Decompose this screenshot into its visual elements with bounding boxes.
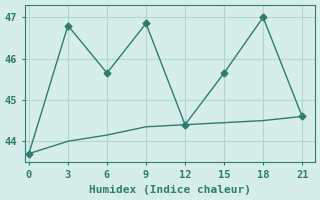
X-axis label: Humidex (Indice chaleur): Humidex (Indice chaleur) [89, 185, 251, 195]
